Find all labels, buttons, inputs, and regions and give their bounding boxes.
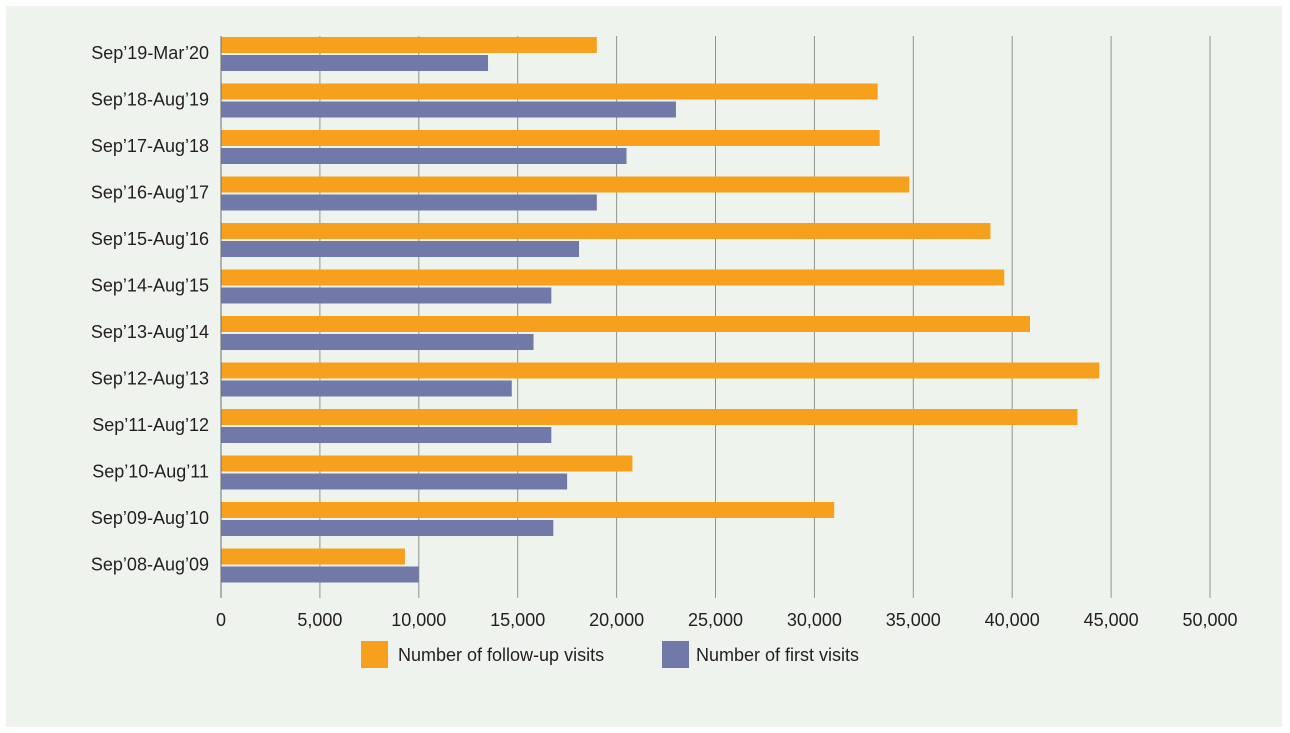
- bars: [221, 37, 1100, 583]
- x-tick-label: 45,000: [1084, 610, 1139, 630]
- x-tick-label: 5,000: [297, 610, 342, 630]
- category-label: Sep’13-Aug’14: [91, 322, 209, 342]
- bar-follow-up: [221, 83, 878, 100]
- bar-follow-up: [221, 548, 405, 565]
- legend-label: Number of first visits: [696, 645, 859, 665]
- legend-swatch: [361, 641, 388, 668]
- bar-chart: Sep’19-Mar’20 Sep’18-Aug’19 Sep’17-Aug’18 S…: [91, 36, 1238, 668]
- bar-follow-up: [221, 316, 1031, 332]
- bar-first: [221, 520, 554, 536]
- category-label: Sep’19-Mar’20: [91, 43, 209, 63]
- category-label: Sep’14-Aug’15: [91, 276, 209, 296]
- bar-follow-up: [221, 176, 910, 193]
- category-labels: Sep’19-Mar’20 Sep’18-Aug’19 Sep’17-Aug’18 S…: [91, 43, 209, 575]
- x-tick-label: 50,000: [1182, 610, 1237, 630]
- category-label: Sep’16-Aug’17: [91, 183, 209, 203]
- legend: Number of follow-up visits Number of firs…: [361, 641, 859, 668]
- x-tick-labels: 0 5,000 10,000 15,000 20,000 25,000 30,000 35,0…: [216, 610, 1238, 630]
- category-label: Sep’08-Aug’09: [91, 555, 209, 575]
- bar-follow-up: [221, 269, 1005, 286]
- bar-first: [221, 194, 597, 211]
- bar-first: [221, 566, 419, 583]
- bar-follow-up: [221, 223, 991, 239]
- bar-first: [221, 101, 676, 118]
- bar-follow-up: [221, 362, 1100, 379]
- x-tick-label: 40,000: [985, 610, 1040, 630]
- category-label: Sep’12-Aug’13: [91, 369, 209, 389]
- bar-first: [221, 473, 568, 490]
- x-tick-label: 30,000: [787, 610, 842, 630]
- bar-first: [221, 427, 552, 443]
- category-label: Sep’17-Aug’18: [91, 136, 209, 156]
- bar-first: [221, 380, 512, 397]
- bar-first: [221, 334, 534, 350]
- bar-follow-up: [221, 37, 597, 53]
- category-label: Sep’11-Aug’12: [92, 415, 209, 435]
- bar-follow-up: [221, 502, 835, 518]
- x-tick-label: 15,000: [490, 610, 545, 630]
- bar-follow-up: [221, 409, 1078, 425]
- category-label: Sep’10-Aug’11: [92, 462, 209, 482]
- bar-first: [221, 148, 627, 164]
- bar-first: [221, 55, 489, 71]
- x-tick-label: 0: [216, 610, 226, 630]
- chart-panel: Sep’19-Mar’20 Sep’18-Aug’19 Sep’17-Aug’18 S…: [6, 6, 1282, 727]
- bar-first: [221, 241, 580, 257]
- x-tick-label: 25,000: [688, 610, 743, 630]
- category-label: Sep’18-Aug’19: [91, 90, 209, 110]
- bar-follow-up: [221, 455, 633, 472]
- x-tick-label: 10,000: [391, 610, 446, 630]
- legend-swatch: [662, 641, 689, 668]
- legend-label: Number of follow-up visits: [398, 645, 604, 665]
- category-label: Sep’15-Aug’16: [91, 229, 209, 249]
- category-label: Sep’09-Aug’10: [91, 508, 209, 528]
- bar-follow-up: [221, 130, 880, 146]
- bar-first: [221, 287, 552, 304]
- x-tick-label: 35,000: [886, 610, 941, 630]
- x-tick-label: 20,000: [589, 610, 644, 630]
